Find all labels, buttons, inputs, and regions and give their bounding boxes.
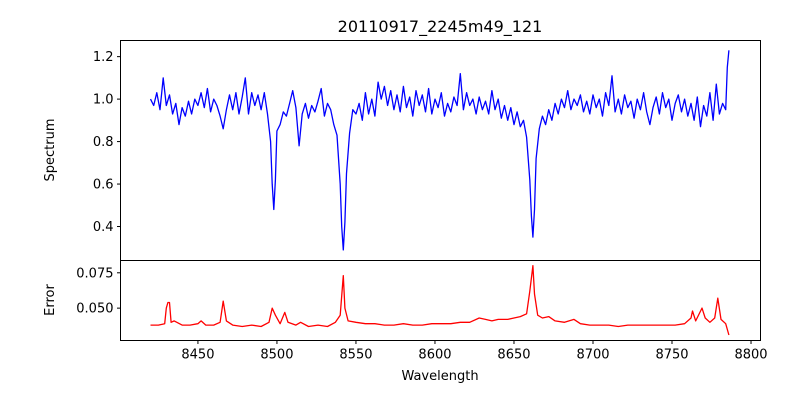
y-tick-label: 1.0 — [93, 93, 114, 108]
x-tick-label: 8450 — [181, 348, 214, 363]
error-line — [150, 265, 730, 336]
y-tick-label: 0.6 — [93, 178, 114, 193]
x-tick-label: 8650 — [497, 348, 530, 363]
spectrum-line — [149, 50, 730, 251]
spectrum-ylabel: Spectrum — [43, 119, 58, 182]
error-ylabel: Error — [43, 284, 58, 316]
x-tick-label: 8700 — [576, 348, 609, 363]
x-tick-label: 8600 — [418, 348, 451, 363]
spectrum-axes: 0.4 0.6 0.8 1.0 1.2 — [93, 50, 730, 251]
x-tick-label: 8800 — [734, 348, 767, 363]
y-tick-label: 0.075 — [76, 266, 113, 281]
y-tick-label: 0.4 — [93, 220, 114, 235]
spectrum-axes-frame — [120, 40, 761, 261]
y-tick-label: 0.8 — [93, 135, 114, 150]
chart-title: 20110917_2245m49_121 — [338, 17, 543, 37]
error-axes: 0.050 0.075 8450 8500 8550 8600 8650 8700 8750 88… — [76, 265, 768, 363]
y-tick-label: 0.050 — [76, 302, 113, 317]
x-tick-label: 8500 — [260, 348, 293, 363]
y-tick-label: 1.2 — [93, 50, 114, 65]
x-axis-label: Wavelength — [401, 369, 478, 384]
x-tick-label: 8550 — [339, 348, 372, 363]
x-tick-label: 8750 — [655, 348, 688, 363]
error-axes-frame — [120, 260, 761, 341]
